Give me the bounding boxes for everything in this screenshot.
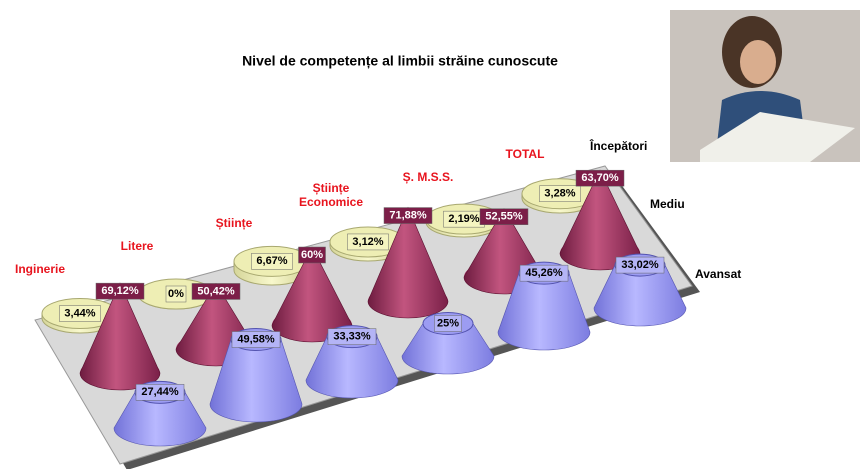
- chart: Nivel de competențe al limbii străine cu…: [0, 0, 863, 469]
- value-label: 33,02%: [621, 259, 659, 271]
- photo-face: [740, 40, 776, 84]
- value-label: 63,70%: [581, 172, 619, 184]
- value-label: 71,88%: [389, 209, 427, 221]
- legend-label: Mediu: [650, 197, 685, 211]
- category-label: Litere: [87, 239, 187, 253]
- value-label: 25%: [437, 317, 459, 329]
- value-label: 52,55%: [485, 211, 523, 223]
- legend-label: Începători: [589, 138, 647, 153]
- category-label: TOTAL: [475, 147, 575, 161]
- value-label: 0%: [168, 288, 184, 300]
- value-label: 27,44%: [141, 386, 179, 398]
- category-label: Inginerie: [0, 262, 90, 276]
- value-label: 69,12%: [101, 285, 139, 297]
- value-label: 49,58%: [237, 333, 275, 345]
- value-label: 50,42%: [197, 285, 235, 297]
- value-label: 45,26%: [525, 267, 563, 279]
- value-label: 2,19%: [448, 213, 479, 225]
- photo: [670, 10, 860, 162]
- category-label: Științe: [184, 216, 284, 230]
- legend-label: Avansat: [695, 267, 741, 281]
- value-label: 3,28%: [544, 188, 575, 200]
- category-label: Ș. M.S.S.: [378, 170, 478, 184]
- value-label: 3,44%: [64, 307, 95, 319]
- value-label: 6,67%: [256, 255, 287, 267]
- chart-subtitle: Nivel de competențe al limbii străine cu…: [242, 53, 558, 69]
- value-label: 60%: [301, 249, 323, 261]
- category-label: Științe Economice: [291, 181, 371, 209]
- page: Nivel de competențe al limbii străine cu…: [0, 0, 863, 469]
- value-label: 3,12%: [352, 236, 383, 248]
- value-label: 33,33%: [333, 331, 371, 343]
